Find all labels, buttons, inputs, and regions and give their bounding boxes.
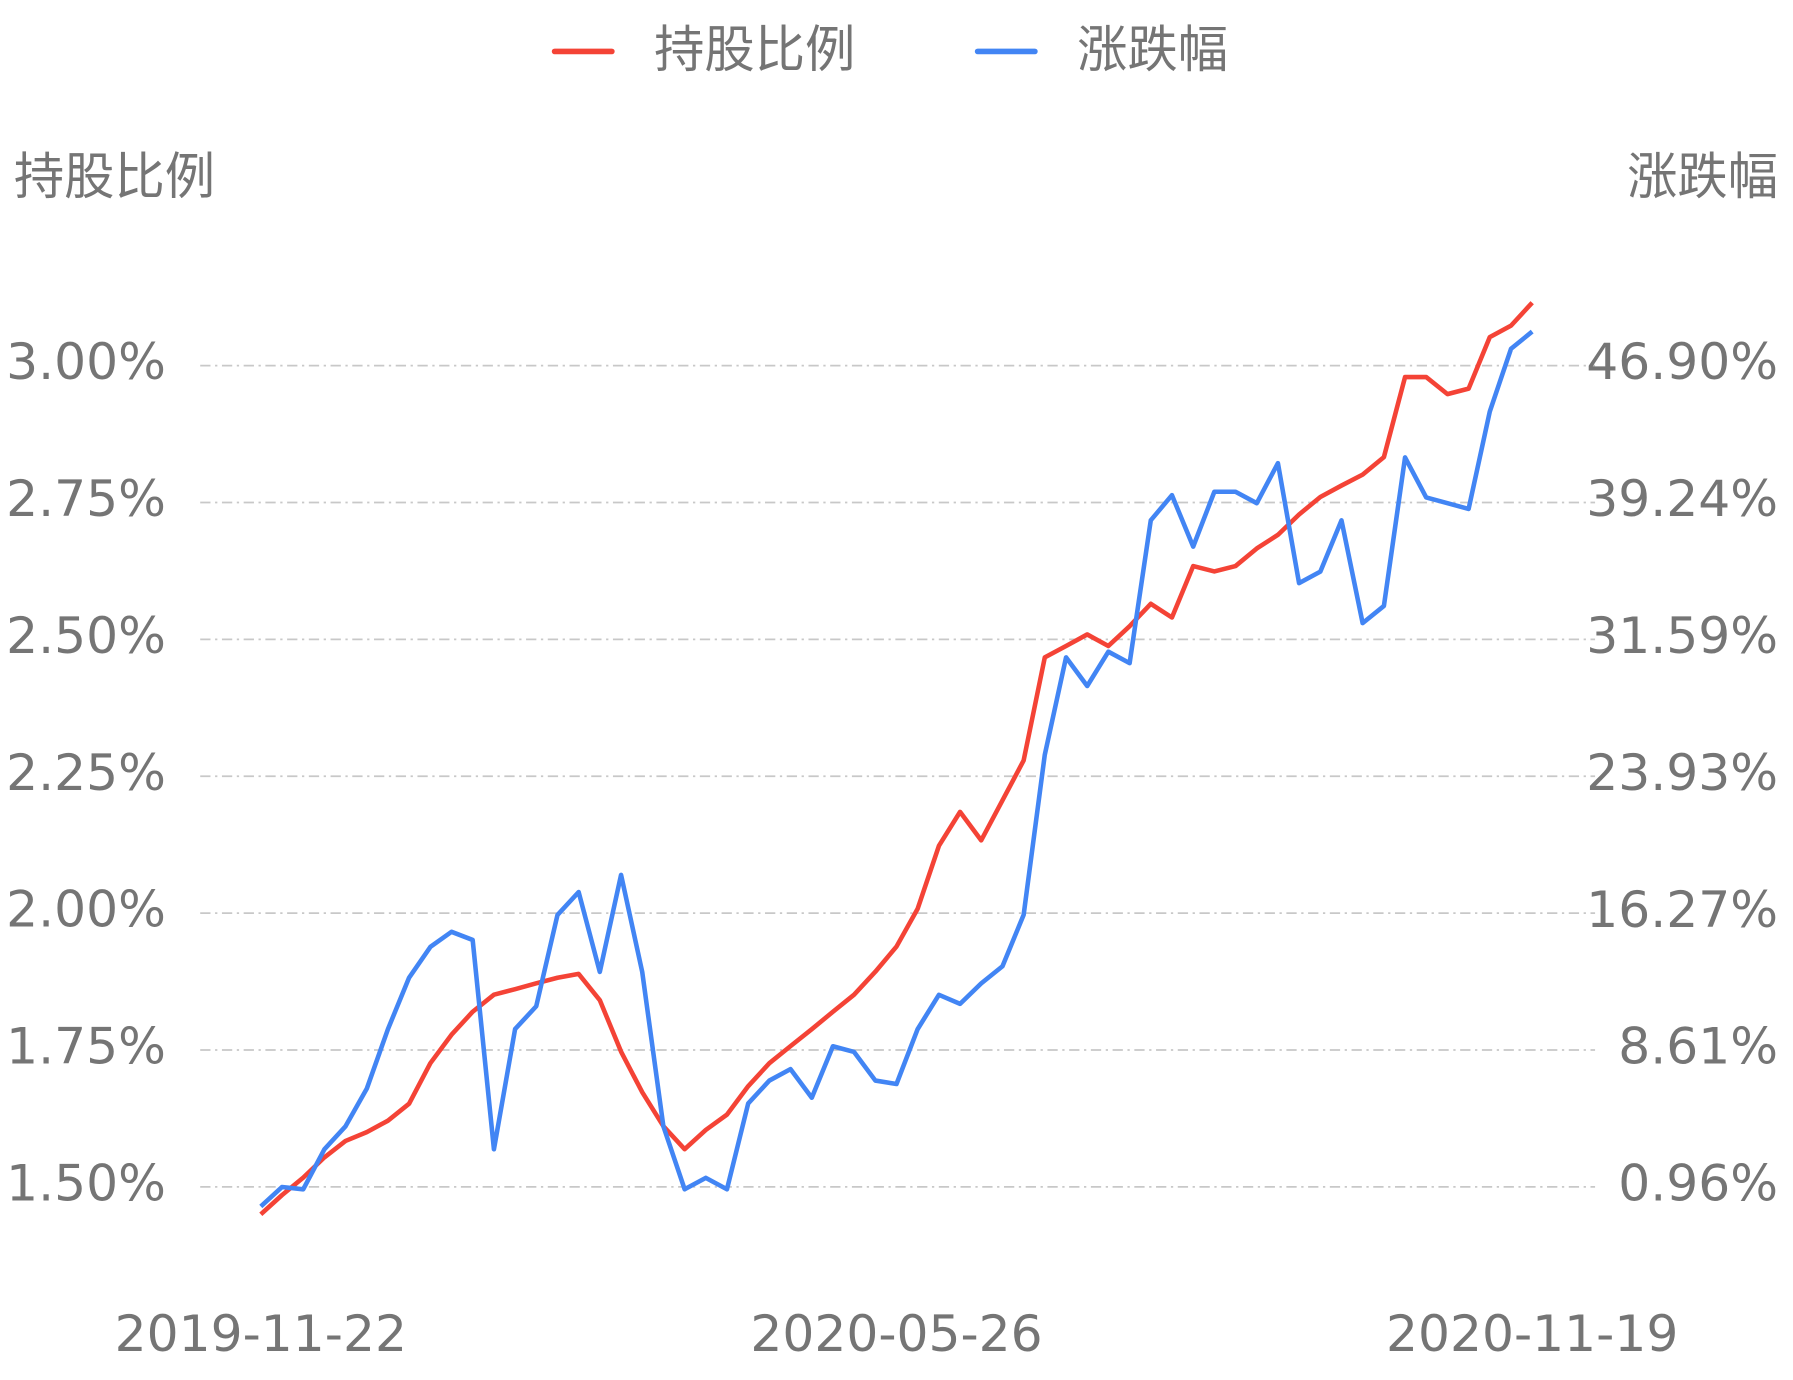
y-tick-label: 1.75%	[6, 1017, 166, 1076]
x-tick-label: 2019-11-22	[115, 1304, 407, 1363]
y2-tick-label: 8.61%	[1618, 1017, 1778, 1076]
series-line	[259, 329, 1534, 1209]
y-tick-label: 2.00%	[6, 880, 166, 939]
y2-tick-label: 16.27%	[1586, 880, 1778, 939]
legend-label: 涨跌幅	[1077, 20, 1228, 79]
y-tick-label: 2.50%	[6, 606, 166, 665]
y2-tick-label: 46.90%	[1586, 332, 1778, 391]
y-tick-label: 2.25%	[6, 743, 166, 802]
y2-tick-label: 0.96%	[1618, 1153, 1778, 1212]
y-tick-label: 3.00%	[6, 332, 166, 391]
legend-label: 持股比例	[654, 20, 855, 79]
x-tick-label: 2020-11-19	[1386, 1304, 1678, 1363]
y2-tick-label: 23.93%	[1586, 743, 1778, 802]
x-tick-label: 2020-05-26	[750, 1304, 1042, 1363]
y2-tick-label: 31.59%	[1586, 606, 1778, 665]
series-line	[259, 301, 1534, 1217]
y-tick-label: 2.75%	[6, 469, 166, 528]
y-tick-label: 1.50%	[6, 1153, 166, 1212]
y2-tick-label: 39.24%	[1586, 469, 1778, 528]
y-axis-title: 持股比例	[14, 147, 215, 206]
y2-axis-title: 涨跌幅	[1627, 147, 1778, 206]
